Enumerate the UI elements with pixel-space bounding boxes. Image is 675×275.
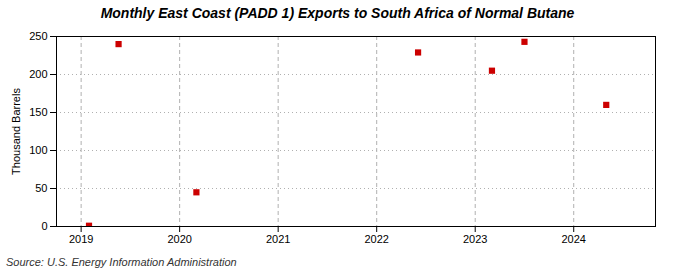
svg-text:0: 0 <box>41 220 47 232</box>
svg-text:2020: 2020 <box>167 233 191 245</box>
html-text:Source: U.S. Energy Informatio: Source: U.S. Energy Information Administ… <box>6 256 237 268</box>
svg-text:50: 50 <box>35 182 47 194</box>
svg-text:250: 250 <box>29 30 47 42</box>
svg-text:150: 150 <box>29 106 47 118</box>
svg-text:Thousand Barrels: Thousand Barrels <box>10 88 22 175</box>
svg-text:2022: 2022 <box>364 233 388 245</box>
svg-text:100: 100 <box>29 144 47 156</box>
svg-text:2021: 2021 <box>266 233 290 245</box>
svg-text:2019: 2019 <box>69 233 93 245</box>
svg-text:200: 200 <box>29 68 47 80</box>
svg-text:2024: 2024 <box>561 233 585 245</box>
html-text:Monthly East Coast (PADD 1) Ex: Monthly East Coast (PADD 1) Exports to S… <box>100 5 575 21</box>
svg-text:2023: 2023 <box>463 233 487 245</box>
